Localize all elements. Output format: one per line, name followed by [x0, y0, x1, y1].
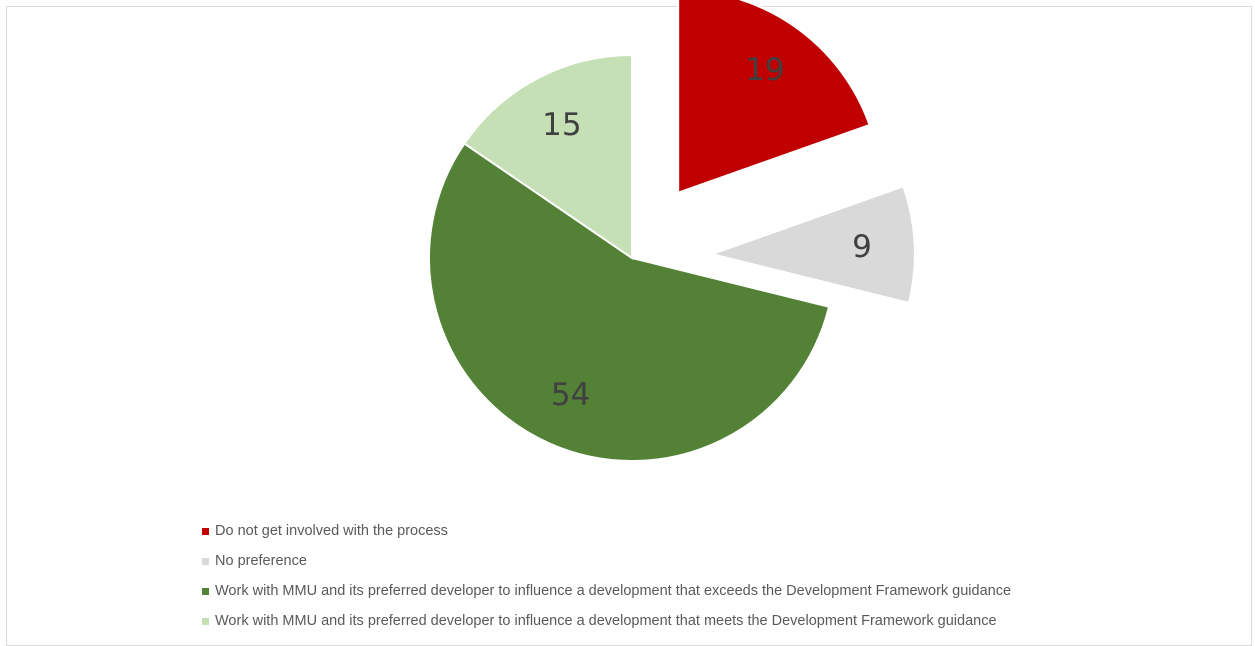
pie-slice-do-not-get-involved-with-the-process [677, 0, 871, 195]
data-label-no-preference: 9 [852, 229, 872, 265]
pie-chart: 19 9 54 15 [428, 0, 916, 462]
legend-swatch [202, 527, 209, 535]
legend-swatch [202, 617, 209, 625]
legend-item-do-not-get-involved-with-the-process: Do not get involved with the process [202, 516, 1011, 546]
legend-item-no-preference: No preference [202, 546, 1011, 576]
chart-legend: Do not get involved with the process No p… [202, 516, 1011, 636]
pie-data-labels: 19 9 54 15 [542, 52, 872, 413]
legend-label: Work with MMU and its preferred develope… [215, 613, 997, 629]
data-label-do-not-get-involved-with-the-process: 19 [745, 52, 784, 88]
pie-slice-no-preference [708, 185, 916, 305]
legend-item-work-with-mmu-and-its-preferred-develope: Work with MMU and its preferred develope… [202, 606, 1011, 636]
legend-label: Work with MMU and its preferred develope… [215, 583, 1012, 599]
data-label-work-with-mmu-and-its-preferred-develope: 15 [542, 107, 581, 143]
pie-slice-work-with-mmu-and-its-preferred-develope [428, 142, 831, 462]
pie-slice-work-with-mmu-and-its-preferred-develope [462, 53, 633, 260]
legend-swatch [202, 587, 209, 595]
legend-item-work-with-mmu-and-its-preferred-develope: Work with MMU and its preferred develope… [202, 576, 1011, 606]
legend-label: Do not get involved with the process [215, 523, 448, 539]
data-label-work-with-mmu-and-its-preferred-develope: 54 [551, 377, 590, 413]
legend-label: No preference [215, 553, 307, 569]
legend-swatch [202, 557, 209, 565]
pie-slices [428, 0, 916, 462]
